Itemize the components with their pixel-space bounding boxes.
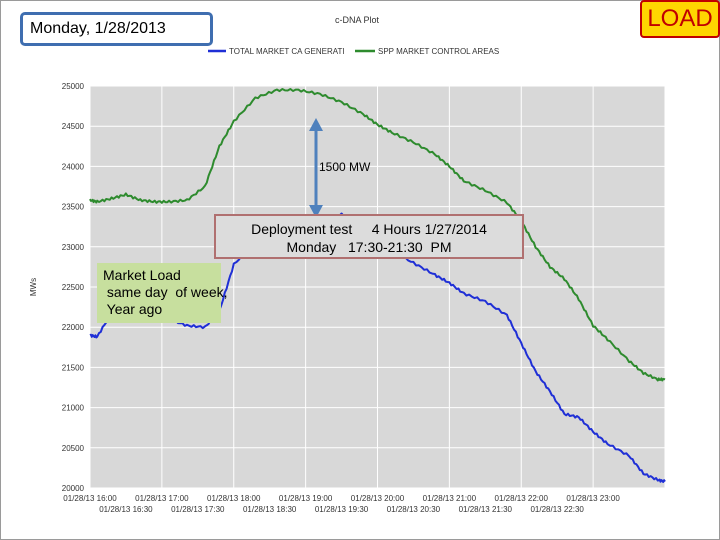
legend: TOTAL MARKET CA GENERATI SPP MARKET CONT…: [208, 47, 499, 56]
x-tick-label-secondary: 01/28/13 17:30: [171, 505, 225, 514]
x-tick-label: 01/28/13 23:00: [566, 494, 620, 503]
x-tick-label: 01/28/13 22:00: [495, 494, 549, 503]
y-axis-label: MWs: [29, 278, 38, 296]
date-box: Monday, 1/28/2013: [20, 12, 213, 46]
legend-label-total-market: TOTAL MARKET CA GENERATI: [229, 47, 345, 56]
x-tick-label-secondary: 01/28/13 21:30: [459, 505, 513, 514]
series-line-1: [89, 88, 666, 382]
y-axis: 20000 20500 21000 21500 22000 22500 23000 23500…: [62, 82, 85, 493]
x-tick-label-secondary: 01/28/13 20:30: [387, 505, 441, 514]
y-tick-label: 21500: [62, 363, 85, 372]
deployment-callout: Deployment test 4 Hours 1/27/2014 Monday…: [214, 214, 524, 259]
y-tick-label: 23500: [62, 203, 85, 212]
x-tick-label: 01/28/13 20:00: [351, 494, 405, 503]
x-tick-label: 01/28/13 21:00: [423, 494, 477, 503]
x-tick-label-secondary: 01/28/13 22:30: [530, 505, 584, 514]
y-tick-label: 24000: [62, 162, 85, 171]
legend-label-spp-market: SPP MARKET CONTROL AREAS: [378, 47, 499, 56]
market-line-1: Market Load: [103, 267, 181, 283]
x-tick-label: 01/28/13 16:00: [63, 494, 117, 503]
x-tick-label-secondary: 01/28/13 16:30: [99, 505, 153, 514]
y-tick-label: 22500: [62, 283, 85, 292]
x-tick-label: 01/28/13 19:00: [279, 494, 333, 503]
y-tick-label: 25000: [62, 82, 85, 91]
peak-difference-label: 1500 MW: [319, 160, 371, 174]
deployment-line-2: Monday 17:30-21:30 PM: [286, 239, 452, 255]
y-tick-label: 23000: [62, 243, 85, 252]
x-tick-label-secondary: 01/28/13 18:30: [243, 505, 297, 514]
market-line-2: same day of week,: [103, 284, 228, 300]
load-badge: LOAD: [640, 0, 720, 38]
arrow-head-up: [309, 118, 323, 131]
x-tick-label-secondary: 01/28/13 19:30: [315, 505, 369, 514]
market-load-callout: Market Load same day of week, Year ago: [97, 263, 228, 323]
x-tick-label: 01/28/13 17:00: [135, 494, 189, 503]
x-axis: 01/28/13 16:00 01/28/13 17:00 01/28/13 18:…: [63, 494, 620, 514]
y-tick-label: 24500: [62, 122, 85, 131]
y-tick-label: 20500: [62, 444, 85, 453]
deployment-line-1: Deployment test 4 Hours 1/27/2014: [251, 221, 487, 237]
market-line-3: Year ago: [103, 301, 163, 317]
y-tick-label: 21000: [62, 404, 85, 413]
y-tick-label: 22000: [62, 323, 85, 332]
arrow-head-down: [309, 205, 323, 218]
y-tick-label: 20000: [62, 484, 85, 493]
peak-difference-arrow: [309, 118, 323, 218]
x-tick-label: 01/28/13 18:00: [207, 494, 261, 503]
chart-title: c-DNA Plot: [335, 15, 380, 25]
